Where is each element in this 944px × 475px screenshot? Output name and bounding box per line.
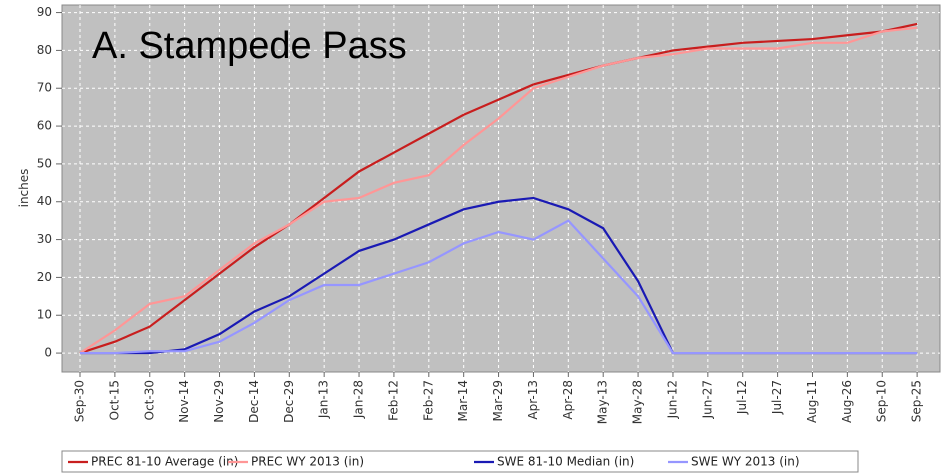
x-tick-label: Jun-12 (665, 380, 679, 419)
x-tick-label: Feb-27 (421, 380, 435, 421)
y-tick-label: 70 (37, 81, 52, 95)
y-tick-label: 80 (37, 43, 52, 57)
x-tick-label: Mar-14 (456, 380, 470, 421)
x-tick-label: Jul-27 (770, 380, 784, 415)
x-tick-label: Aug-11 (805, 380, 819, 423)
y-tick-label: 40 (37, 194, 52, 208)
plot-area (61, 4, 941, 373)
x-tick-label: Sep-25 (910, 380, 924, 422)
x-tick-label: Jan-28 (352, 380, 366, 419)
x-tick-label: Sep-30 (73, 380, 87, 422)
legend-label: SWE WY 2013 (in) (691, 455, 800, 469)
x-tick-label: Mar-29 (491, 380, 505, 421)
y-tick-label: 50 (37, 156, 52, 170)
x-tick-label: Oct-15 (107, 380, 121, 420)
x-tick-label: Jan-13 (317, 380, 331, 419)
x-tick-label: Apr-28 (561, 380, 575, 420)
chart-title: A. Stampede Pass (92, 25, 407, 67)
legend-label: PREC 81-10 Average (in) (91, 455, 238, 469)
legend-label: SWE 81-10 Median (in) (497, 455, 634, 469)
x-tick-label: Nov-29 (212, 380, 226, 423)
x-tick-label: Jun-27 (700, 380, 714, 419)
y-tick-label: 0 (44, 346, 52, 360)
y-tick-label: 60 (37, 119, 52, 133)
y-axis-label: inches (17, 169, 31, 208)
x-tick-label: Dec-14 (247, 380, 261, 423)
x-tick-label: Nov-14 (177, 380, 191, 423)
legend-label: PREC WY 2013 (in) (251, 455, 364, 469)
x-tick-label: Sep-10 (875, 380, 889, 422)
x-tick-label: May-13 (596, 380, 610, 424)
x-tick-label: Aug-26 (840, 380, 854, 423)
series-line (80, 219, 918, 355)
legend (61, 450, 859, 473)
y-tick-label: 20 (37, 270, 52, 284)
y-tick-label: 90 (37, 5, 52, 19)
x-tick-label: Feb-12 (386, 380, 400, 421)
x-tick-label: Oct-30 (142, 380, 156, 420)
x-tick-label: May-28 (631, 380, 645, 424)
x-tick-label: Jul-12 (735, 380, 749, 415)
y-tick-label: 30 (37, 232, 52, 246)
series-line (79, 26, 918, 355)
series-line (79, 22, 918, 355)
y-tick-label: 10 (37, 308, 52, 322)
x-tick-label: Dec-29 (282, 380, 296, 423)
x-tick-label: Apr-13 (526, 380, 540, 420)
